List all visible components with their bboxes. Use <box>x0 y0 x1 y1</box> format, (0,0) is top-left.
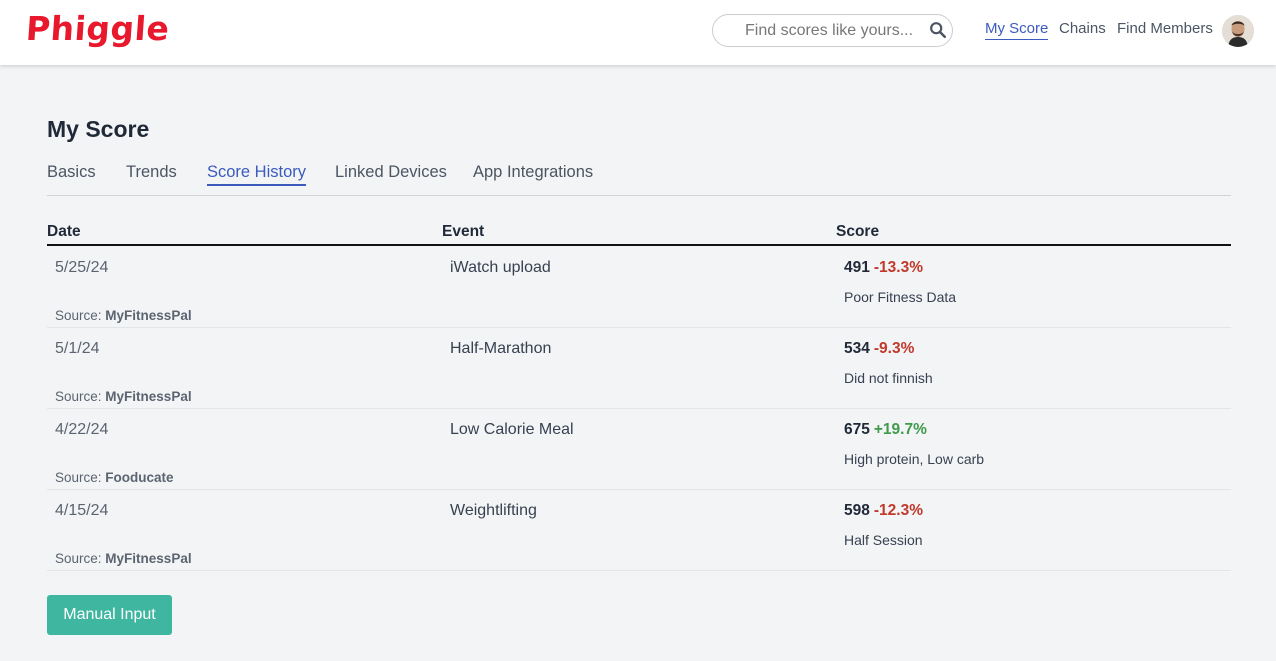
tab-app-integrations[interactable]: App Integrations <box>473 163 594 181</box>
table-row[interactable]: 4/15/24 Weightlifting 598 -12.3% Half Ses… <box>47 490 1231 571</box>
source-name: MyFitnessPal <box>105 551 192 566</box>
avatar-image <box>1222 15 1254 47</box>
row-source: Source: Fooducate <box>55 470 174 485</box>
score-note: Half Session <box>844 532 923 548</box>
row-event: Low Calorie Meal <box>450 421 574 438</box>
column-header-date[interactable]: Date <box>47 223 81 240</box>
page-title: My Score <box>47 116 150 142</box>
top-header: Phiggle My Score Chains Find Members <box>0 0 1276 65</box>
row-event: Half-Marathon <box>450 340 552 357</box>
row-event: iWatch upload <box>450 259 551 276</box>
row-source: Source: MyFitnessPal <box>55 551 192 566</box>
source-label: Source: <box>55 551 102 566</box>
source-label: Source: <box>55 308 102 323</box>
table-row[interactable]: 5/1/24 Half-Marathon 534 -9.3% Did not fi… <box>47 328 1231 409</box>
score-change: -12.3% <box>873 502 923 519</box>
row-date: 4/22/24 <box>55 421 109 438</box>
score-value: 675 <box>844 421 870 438</box>
user-avatar[interactable] <box>1222 15 1254 47</box>
score-change: -13.3% <box>873 259 923 276</box>
row-date: 4/15/24 <box>55 502 109 519</box>
row-score: 534 -9.3% <box>844 340 914 358</box>
source-label: Source: <box>55 389 102 404</box>
phiggle-logo[interactable]: Phiggle <box>24 9 171 48</box>
row-score: 491 -13.3% <box>844 259 923 277</box>
column-header-score[interactable]: Score <box>836 223 880 240</box>
score-value: 534 <box>844 340 870 357</box>
score-note: Did not finnish <box>844 370 933 386</box>
manual-input-button[interactable]: Manual Input <box>47 595 172 635</box>
search-input[interactable] <box>745 21 917 41</box>
score-note: Poor Fitness Data <box>844 289 957 305</box>
source-name: MyFitnessPal <box>105 308 192 323</box>
tab-bar: Basics Trends Score History Linked Devic… <box>47 160 1231 196</box>
row-source: Source: MyFitnessPal <box>55 389 192 404</box>
row-source: Source: MyFitnessPal <box>55 308 192 323</box>
source-name: MyFitnessPal <box>105 389 192 404</box>
row-event: Weightlifting <box>450 502 537 519</box>
score-change: +19.7% <box>873 421 927 438</box>
score-note: High protein, Low carb <box>844 451 985 467</box>
table-row[interactable]: 4/22/24 Low Calorie Meal 675 +19.7% High … <box>47 409 1231 490</box>
table-row[interactable]: 5/25/24 iWatch upload 491 -13.3% Poor Fit… <box>47 247 1231 328</box>
search-box[interactable] <box>712 14 953 47</box>
row-date: 5/1/24 <box>55 340 100 357</box>
tab-score-history[interactable]: Score History <box>207 163 307 186</box>
column-header-event[interactable]: Event <box>442 223 485 240</box>
row-date: 5/25/24 <box>55 259 109 276</box>
nav-chains[interactable]: Chains <box>1059 20 1106 37</box>
tab-trends[interactable]: Trends <box>126 163 177 181</box>
tab-linked-devices[interactable]: Linked Devices <box>335 163 447 181</box>
source-name: Fooducate <box>105 470 174 485</box>
row-score: 675 +19.7% <box>844 421 927 439</box>
score-value: 491 <box>844 259 870 276</box>
nav-my-score[interactable]: My Score <box>985 20 1049 40</box>
nav-find-members[interactable]: Find Members <box>1117 20 1213 37</box>
search-icon[interactable] <box>929 21 947 39</box>
score-change: -9.3% <box>873 340 915 357</box>
score-value: 598 <box>844 502 870 519</box>
tab-basics[interactable]: Basics <box>47 163 96 181</box>
row-score: 598 -12.3% <box>844 502 923 520</box>
source-label: Source: <box>55 470 102 485</box>
table-header-divider <box>47 244 1231 246</box>
